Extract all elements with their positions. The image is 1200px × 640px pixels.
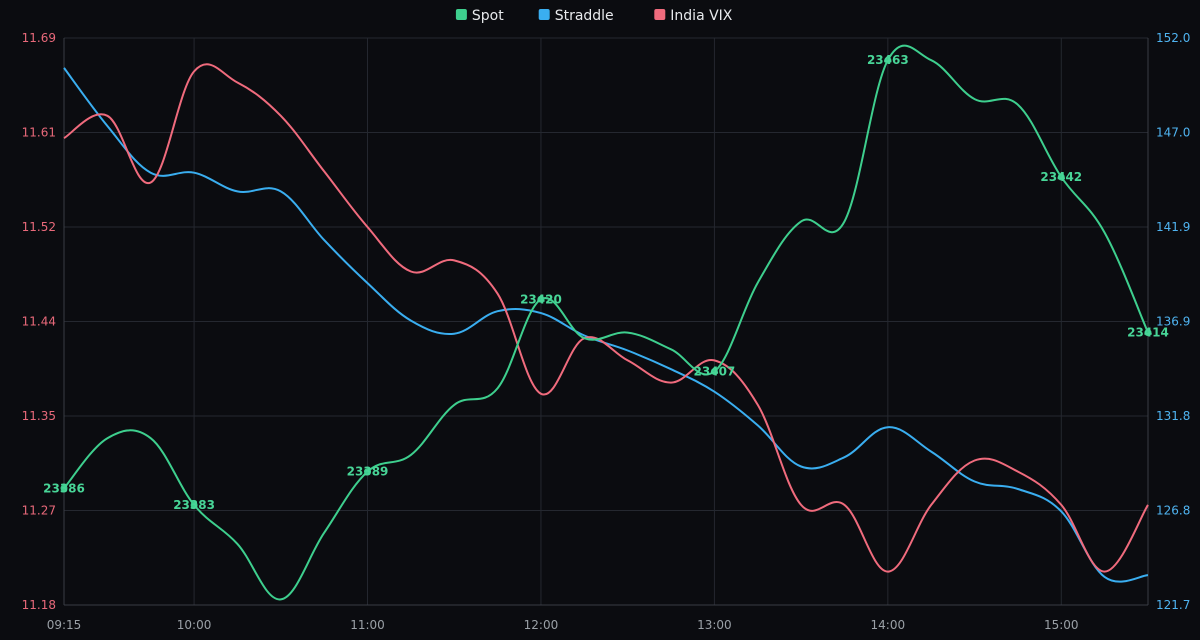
legend-item-spot[interactable]: Spot [455,8,504,24]
legend-swatch [538,9,550,20]
axes: 11.18 11.27 11.35 11.44 11.52 11.61 11.69 121.7… [22,31,1191,632]
y-left-tick-label: 11.35 [22,409,56,423]
spot-data-label: 23463 [867,53,909,67]
legend-label: India VIX [670,8,733,24]
spot-series-line [63,44,1149,601]
y-left-tick-label: 11.27 [22,504,56,518]
spot-point [1057,173,1065,181]
spot-point [537,295,545,303]
data-labels-layer: 23386 23383 23389 23420 23407 23463 23442 23414 [43,53,1169,512]
spot-point [364,468,372,476]
spot-data-label: 23383 [173,498,215,512]
spot-data-label: 23420 [520,292,562,306]
x-tick-label: 11:00 [350,618,385,632]
x-tick-label: 15:00 [1044,618,1079,632]
x-tick-label: 13:00 [697,618,732,632]
y-left-tick-label: 11.61 [22,126,56,140]
y-left-tick-label: 11.69 [22,31,56,45]
legend-item-straddle[interactable]: Straddle [538,8,614,24]
x-tick-label: 14:00 [871,618,906,632]
legend-label: Spot [472,8,504,24]
spot-data-label: 23414 [1127,326,1169,340]
spot-data-label: 23386 [43,481,85,495]
y-right-tick-label: 152.0 [1156,31,1190,45]
y-right-tick-label: 121.7 [1156,598,1190,612]
y-left-tick-label: 11.18 [22,598,56,612]
y-right-tick-label: 136.9 [1156,315,1190,329]
legend-item-india-vix[interactable]: India VIX [654,8,733,24]
legend-swatch [455,9,467,20]
x-tick-label: 12:00 [524,618,559,632]
spot-point [60,484,68,492]
y-left-tick-label: 11.44 [22,315,56,329]
y-right-tick-label: 131.8 [1156,409,1190,423]
spot-point [190,501,198,509]
legend-swatch [654,9,666,20]
spot-point [884,56,892,64]
x-tick-label: 10:00 [177,618,212,632]
y-right-tick-label: 147.0 [1156,126,1190,140]
spot-data-label: 23389 [347,465,389,479]
legend: Spot Straddle India VIX [455,8,733,24]
y-right-tick-label: 126.8 [1156,504,1190,518]
spot-point [1144,329,1152,337]
series-layer [63,44,1149,601]
y-left-tick-label: 11.52 [22,220,56,234]
legend-label: Straddle [555,8,614,24]
y-right-tick-label: 141.9 [1156,220,1190,234]
spot-data-label: 23442 [1040,170,1082,184]
x-tick-label: 09:15 [47,618,82,632]
india-vix-series-line [63,63,1149,573]
spot-data-label: 23407 [694,365,736,379]
spot-point [710,368,718,376]
